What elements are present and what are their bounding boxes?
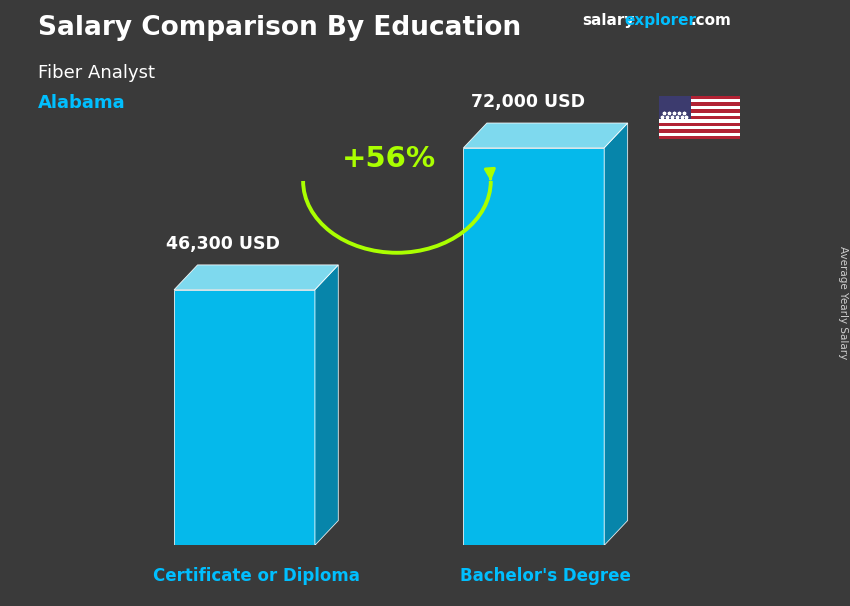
Polygon shape	[659, 136, 740, 139]
Polygon shape	[659, 119, 740, 122]
Text: salary: salary	[582, 13, 635, 28]
Polygon shape	[659, 116, 740, 119]
Polygon shape	[463, 148, 604, 545]
Polygon shape	[659, 96, 740, 99]
Text: explorer: explorer	[625, 13, 697, 28]
Text: 46,300 USD: 46,300 USD	[167, 235, 280, 253]
Polygon shape	[659, 122, 740, 126]
Polygon shape	[463, 123, 627, 148]
Polygon shape	[659, 126, 740, 129]
Polygon shape	[659, 99, 740, 102]
Text: Average Yearly Salary: Average Yearly Salary	[838, 247, 848, 359]
Polygon shape	[314, 265, 338, 545]
Polygon shape	[659, 106, 740, 109]
Text: Certificate or Diploma: Certificate or Diploma	[153, 567, 360, 585]
Text: 72,000 USD: 72,000 USD	[471, 93, 586, 111]
Polygon shape	[659, 96, 691, 119]
Polygon shape	[659, 133, 740, 136]
Polygon shape	[659, 129, 740, 133]
Text: Fiber Analyst: Fiber Analyst	[38, 64, 156, 82]
Text: +56%: +56%	[342, 145, 436, 173]
Polygon shape	[174, 290, 314, 545]
Polygon shape	[659, 113, 740, 116]
Text: Bachelor's Degree: Bachelor's Degree	[460, 567, 631, 585]
Polygon shape	[174, 265, 338, 290]
Polygon shape	[659, 102, 740, 106]
Polygon shape	[604, 123, 627, 545]
Text: .com: .com	[690, 13, 731, 28]
Polygon shape	[659, 109, 740, 113]
Text: Salary Comparison By Education: Salary Comparison By Education	[38, 15, 521, 41]
Text: Alabama: Alabama	[38, 94, 126, 112]
